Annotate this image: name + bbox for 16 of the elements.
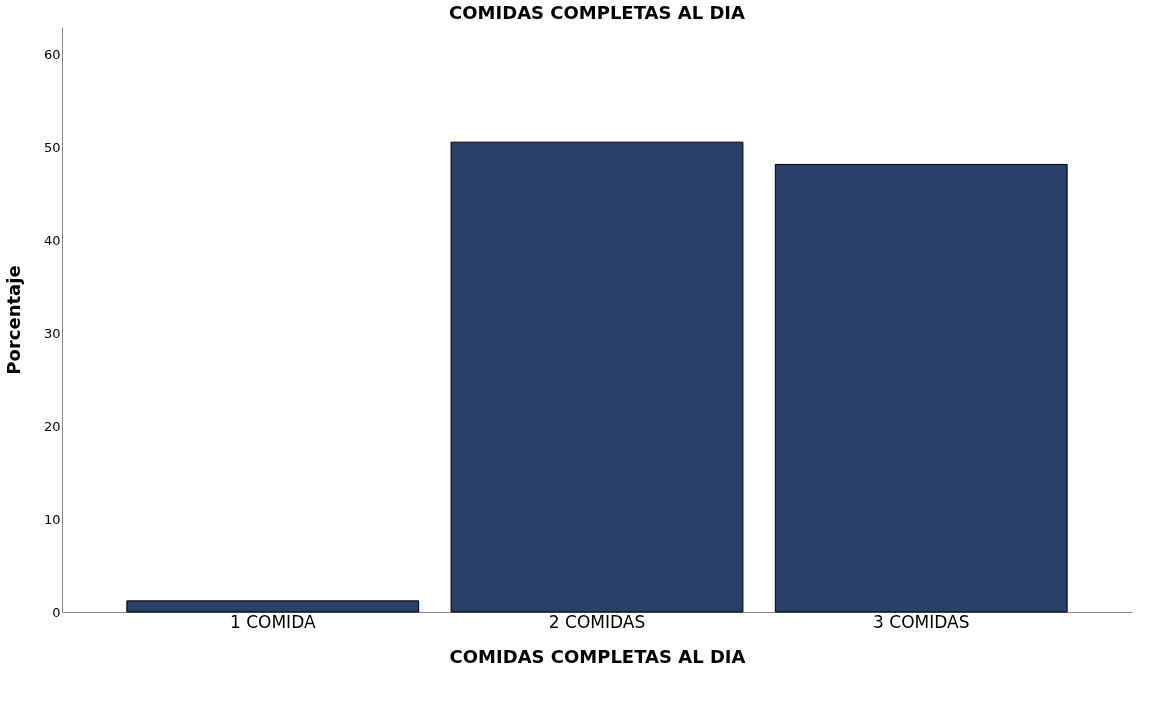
- bar: [774, 163, 1068, 613]
- x-axis-title: COMIDAS COMPLETAS AL DIA: [449, 645, 746, 667]
- y-tick-label: 20: [43, 418, 61, 434]
- y-axis-title: Porcentaje: [2, 265, 24, 375]
- y-tick-label: 60: [43, 47, 61, 63]
- y-tick-label: 0: [52, 604, 61, 620]
- y-tick-label: 50: [43, 140, 61, 156]
- chart-title: COMIDAS COMPLETAS AL DIA: [449, 2, 746, 23]
- y-tick-label: 30: [43, 325, 61, 341]
- x-tick-label: 1 COMIDA: [229, 611, 316, 632]
- bar: [126, 600, 420, 613]
- y-tick-label: 10: [43, 511, 61, 527]
- x-tick-label: 2 COMIDAS: [548, 611, 646, 632]
- bar: [450, 141, 744, 613]
- x-tick-label: 3 COMIDAS: [873, 611, 970, 632]
- y-tick-label: 40: [43, 233, 61, 249]
